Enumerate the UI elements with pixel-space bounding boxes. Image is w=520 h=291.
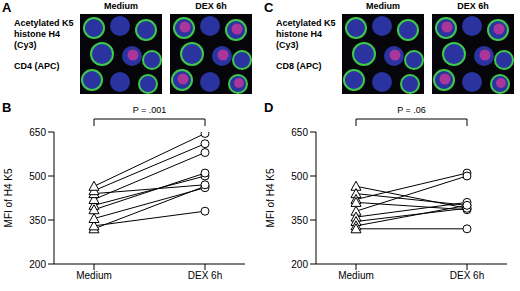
- svg-text:MFI of H4 K5: MFI of H4 K5: [265, 168, 276, 227]
- html-text:D: D: [264, 100, 274, 115]
- html-text:Acetylated K5 histone H4 (Cy3): Acetylated K5 histone H4 (Cy3): [14, 18, 74, 50]
- html-text:Medium: Medium: [366, 1, 400, 11]
- svg-text:350: 350: [291, 215, 308, 226]
- svg-text:MFI of H4 K5: MFI of H4 K5: [3, 168, 14, 227]
- svg-text:350: 350: [29, 215, 46, 226]
- html-text:P = .001: P = .001: [132, 105, 167, 115]
- html-text:CD8 (APC): CD8 (APC): [276, 61, 322, 71]
- svg-text:DEX 6h: DEX 6h: [450, 270, 484, 281]
- html-text:DEX 6h: DEX 6h: [195, 1, 227, 11]
- html-text:CD4 (APC): CD4 (APC): [14, 61, 60, 71]
- html-text:Acetylated K5 histone H4 (Cy3): Acetylated K5 histone H4 (Cy3): [276, 18, 336, 50]
- svg-text:500: 500: [291, 171, 308, 182]
- svg-text:DEX 6h: DEX 6h: [188, 270, 222, 281]
- html-text:DEX 6h: DEX 6h: [457, 1, 489, 11]
- svg-text:650: 650: [291, 127, 308, 138]
- svg-text:Medium: Medium: [76, 270, 112, 281]
- html-text:A: A: [2, 0, 12, 15]
- svg-text:500: 500: [29, 171, 46, 182]
- html-text:C: C: [264, 0, 274, 15]
- html-text:B: B: [2, 100, 12, 115]
- svg-text:200: 200: [291, 259, 308, 270]
- html-text:P = .06: P = .06: [397, 105, 426, 115]
- svg-text:Medium: Medium: [338, 270, 374, 281]
- html-text:Medium: Medium: [104, 1, 138, 11]
- svg-text:650: 650: [29, 127, 46, 138]
- svg-text:200: 200: [29, 259, 46, 270]
